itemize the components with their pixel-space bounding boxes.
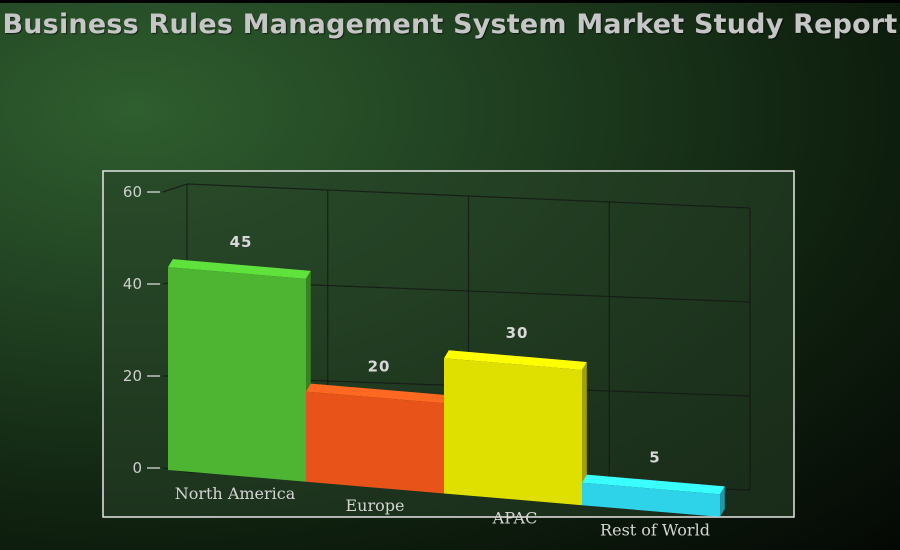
bar-side xyxy=(582,361,587,506)
bar-front xyxy=(168,267,306,482)
bar-north-america: 45 xyxy=(168,233,311,482)
bar-side xyxy=(720,486,725,517)
bar-front xyxy=(582,482,720,517)
data-label: 30 xyxy=(506,324,529,342)
x-tick-label: Rest of World xyxy=(600,521,710,540)
bar-top xyxy=(168,259,311,279)
data-label: 20 xyxy=(368,358,391,376)
bar-apac: 30 xyxy=(444,324,587,506)
data-label: 5 xyxy=(649,449,660,467)
chart-title: Business Rules Management System Market … xyxy=(2,9,898,40)
y-axis: 0 20 40 60 xyxy=(123,183,160,477)
x-axis-labels: North America Europe APAC Rest of World xyxy=(175,484,710,540)
x-tick-label: North America xyxy=(175,484,296,503)
bar-top xyxy=(444,350,587,370)
gridline-depth xyxy=(162,183,188,193)
bar-front xyxy=(306,391,444,494)
bar-top xyxy=(306,383,449,404)
bars: 45 20 30 5 xyxy=(168,233,725,517)
bar-rest-of-world: 5 xyxy=(582,449,725,517)
bar-front xyxy=(444,358,582,506)
y-tick-label: 20 xyxy=(123,367,142,385)
data-label: 45 xyxy=(230,233,253,251)
top-border xyxy=(0,0,900,3)
y-tick-label: 40 xyxy=(123,275,142,293)
bar-top xyxy=(582,474,725,495)
x-tick-label: APAC xyxy=(492,508,538,527)
x-tick-label: Europe xyxy=(346,496,405,515)
y-tick-label: 0 xyxy=(132,459,142,477)
y-tick-label: 60 xyxy=(123,183,142,201)
